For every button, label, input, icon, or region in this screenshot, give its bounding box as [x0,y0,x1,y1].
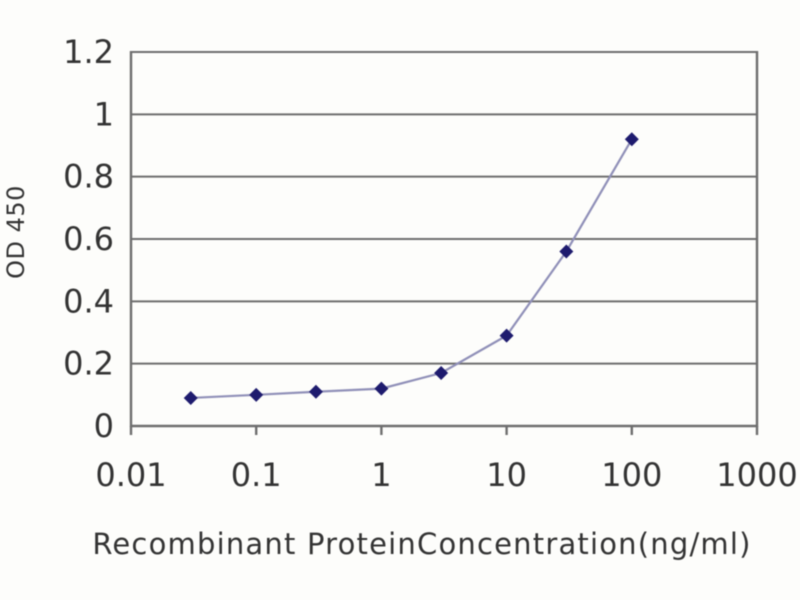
x-axis-title: Recombinant ProteinConcentration(ng/ml) [92,527,751,561]
series-line [190,138,633,400]
data-point-marker [624,132,639,147]
data-point-marker [499,328,514,343]
y-tick-label: 0.8 [63,158,114,196]
data-point-marker [559,244,574,259]
x-tick-label: 1000 [716,456,797,494]
y-axis-title: OD 450 [2,185,30,279]
y-tick-label: 1.2 [63,33,114,71]
data-point-marker [249,387,264,402]
gridlines [131,51,757,365]
x-tick-label: 1 [371,456,391,494]
data-point-marker [434,366,449,381]
y-tick-labels: 0 0.2 0.4 0.6 0.8 1 1.2 [63,33,114,445]
data-point-marker [183,390,198,405]
y-tick-label: 0 [94,407,114,445]
x-tick-label: 0.1 [231,456,282,494]
y-tick-label: 0.6 [63,220,114,258]
x-tick-label: 10 [486,456,527,494]
data-point-marker [374,381,389,396]
data-point-marker [308,384,323,399]
axes [129,51,759,428]
y-tick-label: 1 [94,95,114,133]
data-series [183,132,639,405]
x-tick-marks [129,426,759,435]
x-tick-labels: 0.01 0.1 1 10 100 1000 [95,456,797,494]
x-tick-label: 0.01 [95,456,166,494]
y-tick-label: 0.2 [63,345,114,383]
x-tick-label: 100 [601,456,662,494]
y-tick-label: 0.4 [63,282,114,320]
